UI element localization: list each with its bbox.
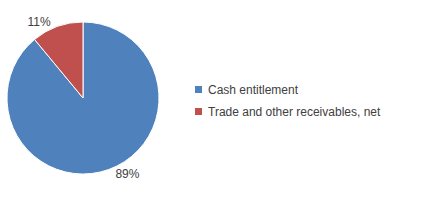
svg-text:Cash entitlement: Cash entitlement — [208, 83, 299, 97]
svg-text:89%: 89% — [115, 167, 139, 181]
svg-text:Trade and other receivables, n: Trade and other receivables, net — [208, 105, 381, 119]
svg-text:11%: 11% — [27, 15, 50, 29]
